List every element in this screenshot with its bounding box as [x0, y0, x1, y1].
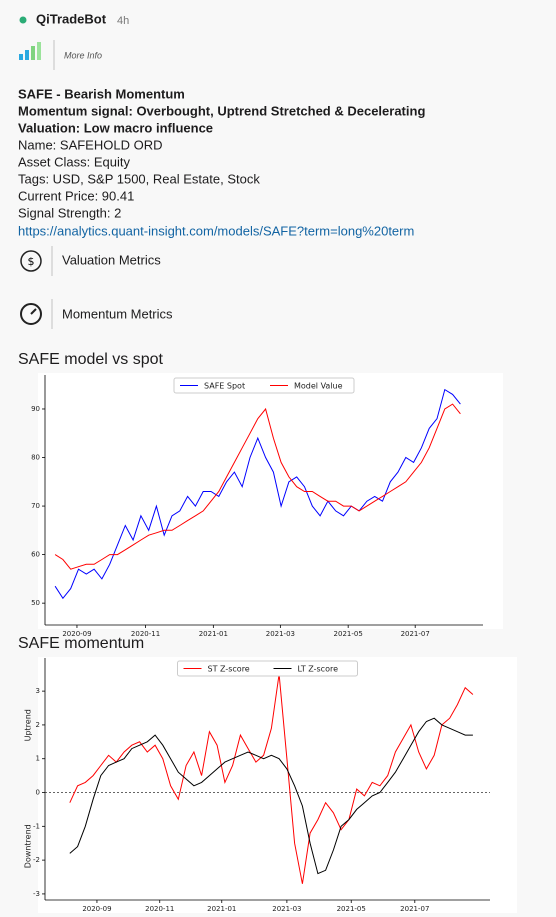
metric-label[interactable]: Valuation Metrics: [62, 252, 161, 267]
bot-name[interactable]: QiTradeBot: [36, 11, 107, 26]
message-line: Current Price: 90.41: [18, 188, 134, 203]
chart-area: [38, 657, 517, 913]
x-tick-label: 2021-07: [401, 630, 430, 638]
x-tick-label: 2020-11: [131, 630, 160, 638]
legend-label: LT Z-score: [298, 665, 339, 674]
y-tick-label: 50: [31, 599, 40, 607]
y-tick-label: 60: [31, 551, 40, 559]
message-line: Asset Class: Equity: [18, 154, 130, 169]
timestamp: 4h: [117, 15, 129, 27]
x-tick-label: 2020-09: [82, 905, 111, 913]
momentum-icon: [20, 303, 42, 325]
link[interactable]: https://analytics.quant-insight.com/mode…: [18, 223, 414, 238]
series-line: [69, 674, 474, 884]
chart-title: SAFE model vs spot: [18, 351, 164, 368]
metric-label[interactable]: Momentum Metrics: [62, 306, 173, 321]
y-tick-label: 1: [36, 755, 40, 763]
message-line: Valuation: Low macro influence: [18, 120, 213, 135]
x-tick-label: 2021-05: [337, 905, 366, 913]
y-tick-label: 3: [36, 687, 40, 695]
chart-area: [38, 373, 503, 629]
bot-icon: [19, 42, 41, 60]
divider: [51, 246, 53, 276]
message-line: Signal Strength: 2: [18, 205, 121, 220]
y-tick-label: 80: [31, 454, 40, 462]
x-tick-label: 2021-01: [199, 630, 228, 638]
x-tick-label: 2021-03: [272, 905, 301, 913]
y-tick-label: 2: [36, 721, 40, 729]
message-line: Name: SAFEHOLD ORD: [18, 137, 162, 152]
message-line: SAFE - Bearish Momentum: [18, 86, 185, 101]
y-tick-label: 90: [31, 405, 40, 413]
valuation-icon: $: [20, 250, 42, 272]
series-line: [69, 717, 473, 875]
chart-title: SAFE momentum: [18, 635, 144, 652]
series-line: [54, 388, 461, 600]
message-line: Tags: USD, S&P 1500, Real Estate, Stock: [18, 171, 260, 186]
svg-text:$: $: [28, 255, 35, 268]
legend: [173, 377, 355, 394]
y-axis-label: Uptrend: [24, 709, 33, 741]
x-tick-label: 2020-11: [145, 905, 174, 913]
y-tick-label: -1: [33, 822, 40, 830]
y-tick-label: 0: [36, 789, 40, 797]
status-dot: [19, 16, 27, 24]
x-tick-label: 2021-03: [266, 630, 295, 638]
x-tick-label: 2021-05: [334, 630, 363, 638]
legend-label: SAFE Spot: [204, 382, 245, 391]
legend: [177, 660, 358, 677]
legend-label: ST Z-score: [208, 665, 250, 674]
y-tick-label: -3: [33, 890, 40, 898]
x-tick-label: 2020-09: [62, 630, 91, 638]
x-tick-label: 2021-01: [207, 905, 236, 913]
divider: [51, 299, 53, 329]
legend-label: Model Value: [294, 382, 343, 391]
y-axis-label: Downtrend: [24, 824, 33, 868]
divider: [53, 40, 55, 70]
y-tick-label: 70: [31, 502, 40, 510]
y-tick-label: -2: [33, 856, 40, 864]
more-info[interactable]: More Info: [64, 50, 102, 60]
x-tick-label: 2021-07: [400, 905, 429, 913]
series-line: [54, 403, 461, 570]
message-line: Momentum signal: Overbought, Uptrend Str…: [18, 103, 425, 118]
